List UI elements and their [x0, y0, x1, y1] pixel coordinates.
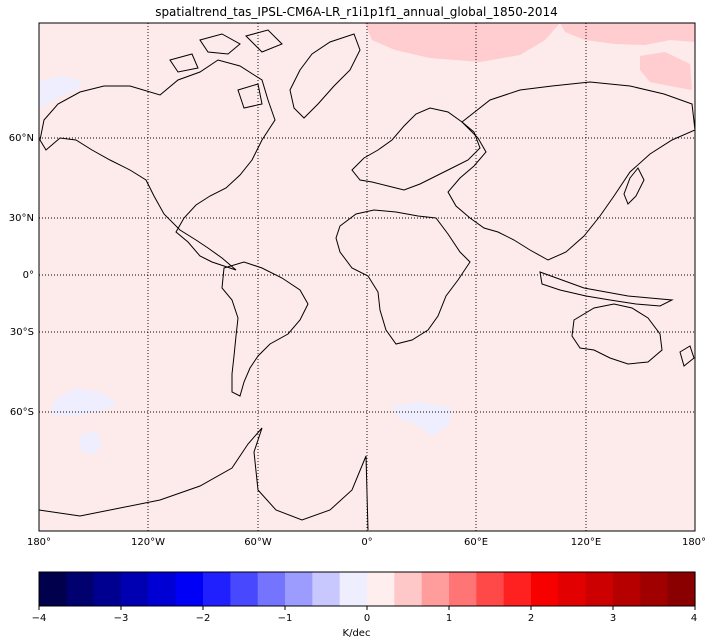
coastline-arctic-islands — [169, 53, 199, 73]
colorbar-tick-label: −1 — [277, 613, 293, 624]
anomaly-region — [392, 402, 452, 436]
colorbar-segment — [531, 572, 559, 606]
lat-label: 60°S — [9, 407, 34, 418]
colorbar-segment — [39, 572, 67, 606]
colorbar-segment — [230, 572, 259, 606]
colorbar-label: K/dec — [342, 628, 371, 639]
colorbar-segment — [421, 572, 450, 606]
map-frame — [38, 22, 696, 532]
colorbar-segment — [503, 572, 532, 606]
colorbar-tick-label: 0 — [363, 613, 371, 624]
colorbar-tick-label: 1 — [445, 613, 453, 624]
colorbar — [38, 572, 696, 610]
coastline-indonesia — [539, 271, 674, 307]
anomaly-region — [640, 52, 692, 90]
coastline-south-america — [221, 261, 309, 397]
lon-label: 180° — [26, 537, 52, 548]
coastline-europe — [351, 107, 481, 191]
coastline-arctic-islands — [237, 83, 263, 109]
colorbar-segment — [312, 572, 341, 606]
lon-label: 180° — [681, 537, 707, 548]
map-title: spatialtrend_tas_IPSL-CM6A-LR_r1i1p1f1_a… — [155, 5, 558, 19]
coastline-australia — [571, 303, 663, 365]
lat-label: 60°N — [8, 133, 34, 144]
colorbar-segment — [339, 572, 368, 606]
coastline-new-zealand — [679, 345, 695, 367]
colorbar-segment — [640, 572, 669, 606]
coastline-north-america — [39, 59, 276, 271]
colorbar-tick-label: 3 — [609, 613, 617, 624]
colorbar-segment — [148, 572, 177, 606]
coastlines — [38, 29, 696, 531]
anomaly-region — [50, 388, 118, 416]
lon-label: 0° — [361, 537, 373, 548]
colorbar-tick-label: 2 — [527, 613, 535, 624]
colorbar-segment — [257, 572, 286, 606]
coastline-arctic-islands — [199, 33, 241, 55]
coastline-arctic-islands — [245, 29, 283, 53]
coastline-japan — [623, 167, 645, 205]
colorbar-segment — [667, 572, 696, 606]
lon-label: 60°E — [463, 537, 489, 548]
lon-label: 120°E — [570, 537, 602, 548]
colorbar-segment — [66, 572, 95, 606]
anomaly-layer — [39, 23, 695, 455]
anomaly-region — [39, 76, 82, 108]
anomaly-region — [365, 23, 560, 62]
colorbar-segment — [613, 572, 641, 606]
lat-label: 30°N — [8, 213, 34, 224]
colorbar-segment — [175, 572, 204, 606]
graticule — [39, 23, 695, 531]
colorbar-frame — [38, 571, 696, 607]
map-background — [39, 23, 695, 531]
colorbar-tick-label: −3 — [113, 613, 129, 624]
colorbar-tick-label: −2 — [195, 613, 211, 624]
anomaly-region — [560, 23, 695, 45]
colorbar-segment — [93, 572, 122, 606]
colorbar-segment — [585, 572, 614, 606]
colorbar-tick-label: −4 — [31, 613, 47, 624]
colorbar-segment — [449, 572, 477, 606]
colorbar-segment — [394, 572, 423, 606]
colorbar-segment — [285, 572, 313, 606]
colorbar-segment — [121, 572, 149, 606]
colorbar-segment — [558, 572, 587, 606]
colorbar-segment — [203, 572, 231, 606]
colorbar-segment — [367, 572, 395, 606]
lat-label: 30°S — [9, 327, 34, 338]
coastline-africa — [335, 209, 471, 345]
colorbar-tick-label: 4 — [690, 613, 698, 624]
coastline-asia — [447, 81, 696, 261]
lon-label: 120°W — [131, 537, 165, 548]
colorbar-segment — [476, 572, 505, 606]
anomaly-region — [80, 430, 102, 455]
coastline-greenland — [289, 33, 361, 119]
lat-label: 0° — [22, 270, 34, 281]
lon-label: 60°W — [244, 537, 272, 548]
